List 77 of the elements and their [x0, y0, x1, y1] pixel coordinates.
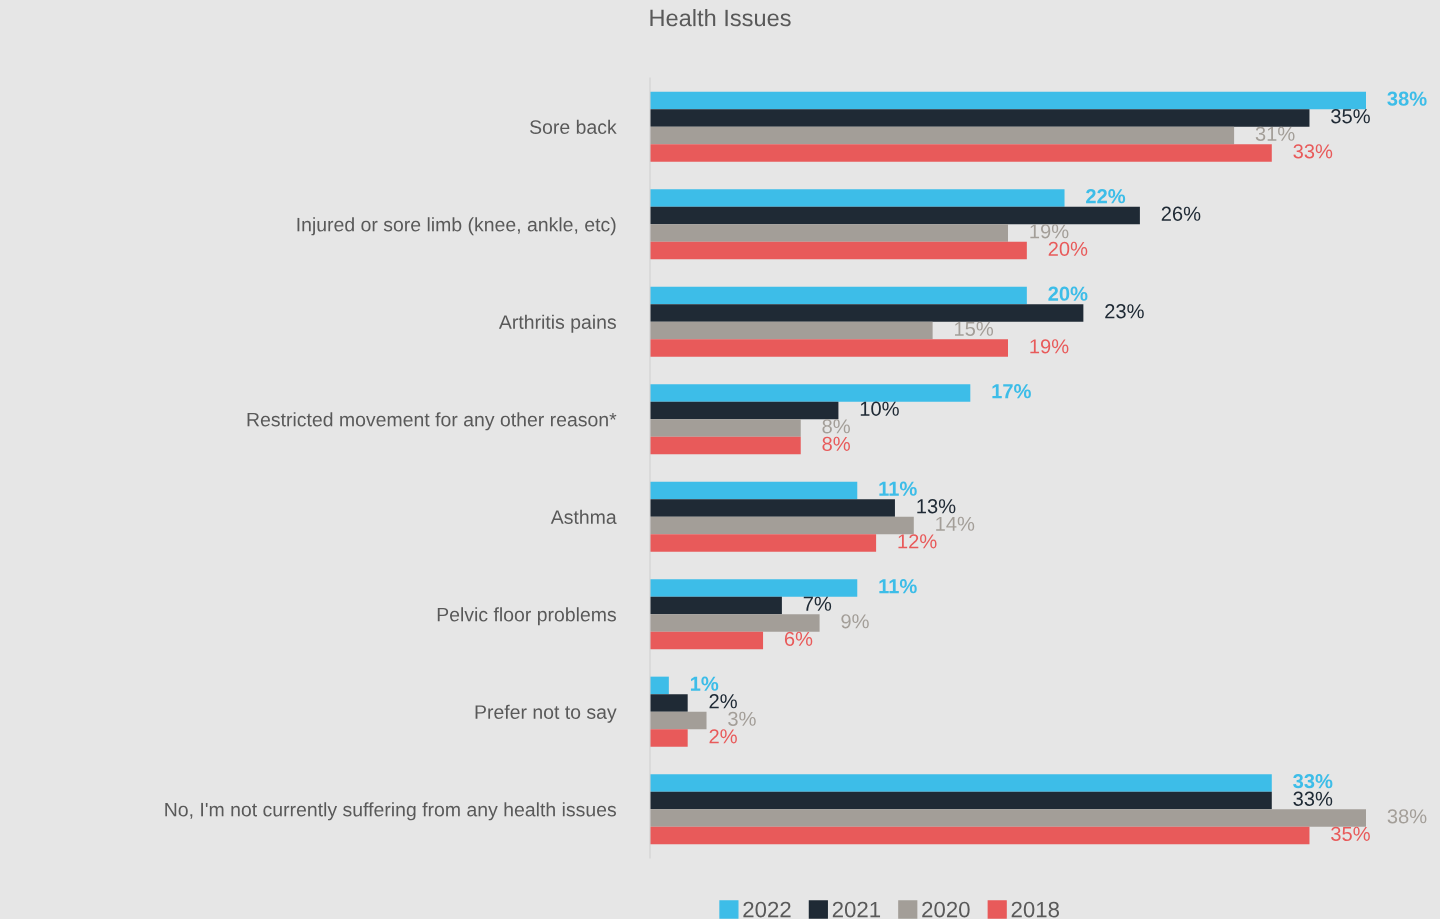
data-label: 15% [955, 321, 994, 336]
y-tick-label: Sore back [530, 119, 617, 134]
y-tick-label: No, I'm not currently suffering from any health issues [165, 802, 616, 821]
bar [650, 436, 801, 455]
data-label: 35% [1331, 109, 1370, 124]
data-label: 2% [709, 694, 737, 709]
bar [650, 809, 1366, 827]
bar [650, 109, 1310, 127]
legend-label: 2018 [1011, 901, 1060, 918]
bar [650, 516, 914, 535]
y-tick-label: Restricted movement for any other reason* [247, 412, 617, 431]
bar [650, 419, 801, 437]
bar [650, 206, 1140, 225]
bar [650, 729, 688, 747]
bar [650, 481, 858, 500]
data-label: 1% [690, 676, 719, 691]
data-label: 2% [709, 729, 737, 744]
data-label: 33% [1293, 774, 1333, 789]
bar [650, 614, 820, 632]
bar [650, 579, 858, 597]
bar [650, 126, 1235, 145]
bar [650, 826, 1310, 845]
bar [650, 321, 933, 340]
bar [650, 694, 688, 712]
bar [650, 596, 782, 615]
bar [650, 241, 1027, 260]
data-label: 22% [1086, 189, 1126, 204]
data-label: 10% [860, 401, 899, 416]
bar [650, 286, 1027, 305]
bar [650, 499, 895, 517]
data-label: 8% [822, 419, 850, 434]
bar [650, 631, 764, 650]
legend-label: 2020 [922, 901, 970, 918]
bar [650, 144, 1272, 162]
data-label: 6% [784, 631, 813, 646]
y-tick-label: Injured or sore limb (knee, ankle, etc) [297, 217, 616, 236]
data-label: 11% [879, 579, 917, 594]
bar [650, 224, 1008, 242]
data-label: 20% [1048, 241, 1088, 256]
y-tick-label: Asthma [550, 509, 617, 524]
data-label: 35% [1331, 826, 1370, 841]
data-label: 20% [1048, 286, 1088, 301]
legend-label: 2021 [832, 901, 881, 918]
bar [650, 791, 1272, 810]
data-label: 8% [822, 436, 850, 451]
data-label: 38% [1387, 809, 1427, 824]
data-label: 7% [803, 596, 832, 611]
data-label: 14% [936, 516, 975, 531]
y-tick-label: Arthritis pains [498, 314, 616, 333]
data-label: 23% [1105, 304, 1144, 319]
bar [650, 384, 971, 402]
bar [650, 401, 839, 420]
data-label: 17% [992, 384, 1031, 399]
legend-label: 2022 [743, 901, 791, 918]
bar [650, 676, 669, 695]
bar [650, 339, 1008, 357]
y-tick-label: Pelvic floor problems [437, 607, 616, 626]
data-label: 38% [1387, 91, 1427, 106]
bar [650, 774, 1272, 792]
data-label: 31% [1255, 126, 1295, 141]
data-label: 11% [879, 481, 917, 496]
data-label: 33% [1293, 791, 1333, 806]
bar [650, 91, 1366, 110]
data-label: 19% [1030, 224, 1069, 239]
data-label: 9% [841, 614, 869, 629]
chart-title: Health Issues [650, 9, 791, 27]
data-label: 12% [898, 534, 937, 549]
bar [650, 304, 1084, 322]
bar [650, 534, 877, 552]
data-label: 19% [1030, 339, 1069, 354]
data-label: 3% [728, 711, 756, 726]
bar [650, 711, 707, 730]
data-label: 13% [917, 499, 956, 514]
data-label: 33% [1293, 144, 1333, 159]
bar [650, 189, 1065, 207]
data-label: 26% [1161, 206, 1201, 221]
y-tick-label: Prefer not to say [475, 704, 617, 723]
